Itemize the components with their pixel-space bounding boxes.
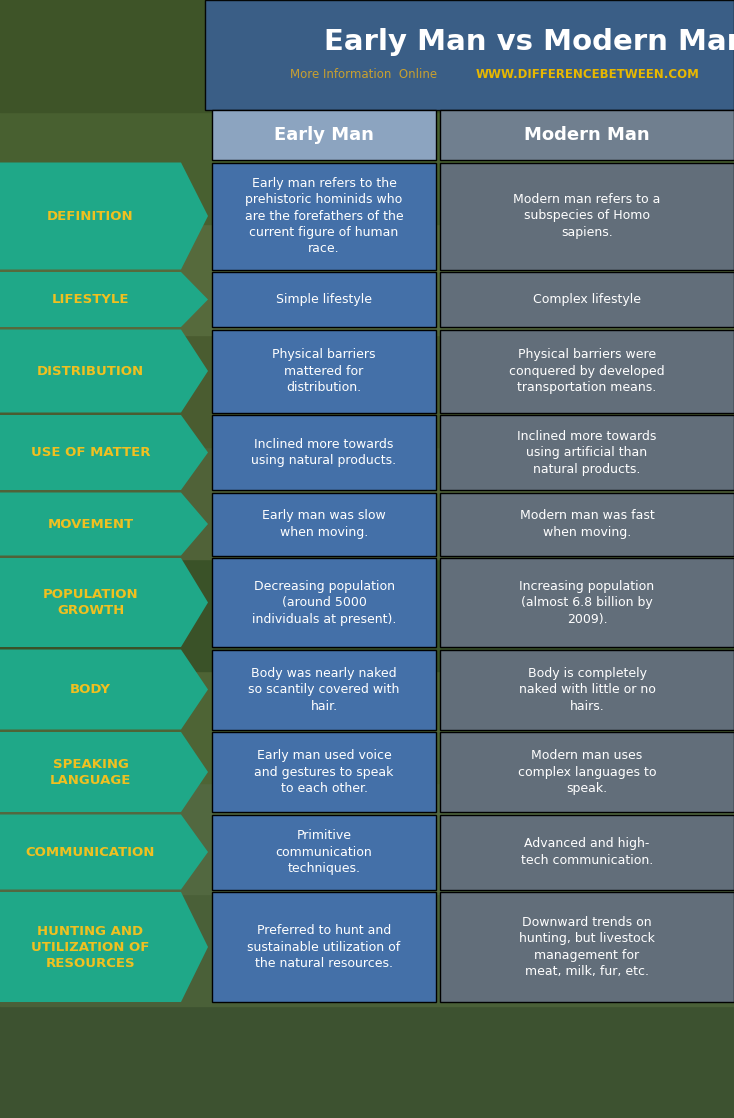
FancyBboxPatch shape xyxy=(440,650,734,730)
Polygon shape xyxy=(0,330,208,413)
FancyBboxPatch shape xyxy=(440,272,734,326)
Polygon shape xyxy=(0,892,208,1002)
FancyBboxPatch shape xyxy=(212,110,436,160)
Bar xyxy=(0,559,734,671)
Polygon shape xyxy=(0,272,208,326)
Polygon shape xyxy=(0,558,208,647)
Text: DEFINITION: DEFINITION xyxy=(47,209,134,222)
Bar xyxy=(0,0,734,112)
Polygon shape xyxy=(0,162,208,269)
Bar xyxy=(0,224,734,335)
Text: Modern man refers to a
subspecies of Homo
sapiens.: Modern man refers to a subspecies of Hom… xyxy=(513,193,661,239)
Text: Early man refers to the
prehistoric hominids who
are the forefathers of the
curr: Early man refers to the prehistoric homi… xyxy=(244,177,403,256)
FancyBboxPatch shape xyxy=(440,493,734,556)
Text: Early Man: Early Man xyxy=(274,126,374,144)
Bar xyxy=(0,894,734,1006)
FancyBboxPatch shape xyxy=(440,892,734,1002)
Text: Early man was slow
when moving.: Early man was slow when moving. xyxy=(262,510,386,539)
Text: Simple lifestyle: Simple lifestyle xyxy=(276,293,372,306)
FancyBboxPatch shape xyxy=(212,650,436,730)
Text: Decreasing population
(around 5000
individuals at present).: Decreasing population (around 5000 indiv… xyxy=(252,579,396,625)
FancyBboxPatch shape xyxy=(440,732,734,812)
Text: Increasing population
(almost 6.8 billion by
2009).: Increasing population (almost 6.8 billio… xyxy=(520,579,655,625)
Text: WWW.DIFFERENCEBETWEEN.COM: WWW.DIFFERENCEBETWEEN.COM xyxy=(475,68,700,82)
Text: Early Man vs Modern Man: Early Man vs Modern Man xyxy=(324,28,734,56)
Text: Preferred to hunt and
sustainable utilization of
the natural resources.: Preferred to hunt and sustainable utiliz… xyxy=(247,923,401,970)
Text: Inclined more towards
using natural products.: Inclined more towards using natural prod… xyxy=(252,438,396,467)
FancyBboxPatch shape xyxy=(440,162,734,269)
FancyBboxPatch shape xyxy=(205,0,734,110)
Text: BODY: BODY xyxy=(70,683,111,697)
Text: Early man used voice
and gestures to speak
to each other.: Early man used voice and gestures to spe… xyxy=(254,749,393,795)
Text: LIFESTYLE: LIFESTYLE xyxy=(52,293,129,306)
Text: Downward trends on
hunting, but livestock
management for
meat, milk, fur, etc.: Downward trends on hunting, but livestoc… xyxy=(519,916,655,978)
Polygon shape xyxy=(0,732,208,812)
Text: More Information  Online: More Information Online xyxy=(290,68,437,82)
Text: Inclined more towards
using artificial than
natural products.: Inclined more towards using artificial t… xyxy=(517,429,657,475)
FancyBboxPatch shape xyxy=(212,892,436,1002)
FancyBboxPatch shape xyxy=(212,493,436,556)
Bar xyxy=(0,671,734,783)
Bar xyxy=(0,1006,734,1118)
Text: Physical barriers were
conquered by developed
transportation means.: Physical barriers were conquered by deve… xyxy=(509,348,665,394)
Bar xyxy=(0,112,734,224)
Text: SPEAKING
LANGUAGE: SPEAKING LANGUAGE xyxy=(50,758,131,786)
FancyBboxPatch shape xyxy=(440,110,734,160)
FancyBboxPatch shape xyxy=(212,415,436,490)
FancyBboxPatch shape xyxy=(212,558,436,647)
Text: Physical barriers
mattered for
distribution.: Physical barriers mattered for distribut… xyxy=(272,348,376,394)
Text: DISTRIBUTION: DISTRIBUTION xyxy=(37,364,144,378)
Text: Modern Man: Modern Man xyxy=(524,126,650,144)
FancyBboxPatch shape xyxy=(212,815,436,890)
Text: Modern man was fast
when moving.: Modern man was fast when moving. xyxy=(520,510,655,539)
Text: COMMUNICATION: COMMUNICATION xyxy=(26,845,155,859)
Bar xyxy=(0,335,734,447)
Text: Body was nearly naked
so scantily covered with
hair.: Body was nearly naked so scantily covere… xyxy=(248,666,400,712)
Polygon shape xyxy=(0,493,208,556)
Polygon shape xyxy=(0,415,208,490)
FancyBboxPatch shape xyxy=(212,162,436,269)
Text: Body is completely
naked with little or no
hairs.: Body is completely naked with little or … xyxy=(518,666,655,712)
FancyBboxPatch shape xyxy=(212,330,436,413)
Text: Complex lifestyle: Complex lifestyle xyxy=(533,293,641,306)
Bar xyxy=(0,447,734,559)
Text: USE OF MATTER: USE OF MATTER xyxy=(31,446,150,459)
Text: HUNTING AND
UTILIZATION OF
RESOURCES: HUNTING AND UTILIZATION OF RESOURCES xyxy=(32,925,150,969)
Text: Modern man uses
complex languages to
speak.: Modern man uses complex languages to spe… xyxy=(517,749,656,795)
Text: Advanced and high-
tech communication.: Advanced and high- tech communication. xyxy=(521,837,653,866)
Bar xyxy=(0,783,734,894)
Text: MOVEMENT: MOVEMENT xyxy=(48,518,134,531)
Polygon shape xyxy=(0,650,208,730)
FancyBboxPatch shape xyxy=(440,415,734,490)
FancyBboxPatch shape xyxy=(212,272,436,326)
FancyBboxPatch shape xyxy=(440,330,734,413)
Text: POPULATION
GROWTH: POPULATION GROWTH xyxy=(43,588,138,617)
FancyBboxPatch shape xyxy=(440,815,734,890)
Polygon shape xyxy=(0,815,208,890)
FancyBboxPatch shape xyxy=(440,558,734,647)
Text: Primitive
communication
techniques.: Primitive communication techniques. xyxy=(276,830,372,875)
FancyBboxPatch shape xyxy=(212,732,436,812)
